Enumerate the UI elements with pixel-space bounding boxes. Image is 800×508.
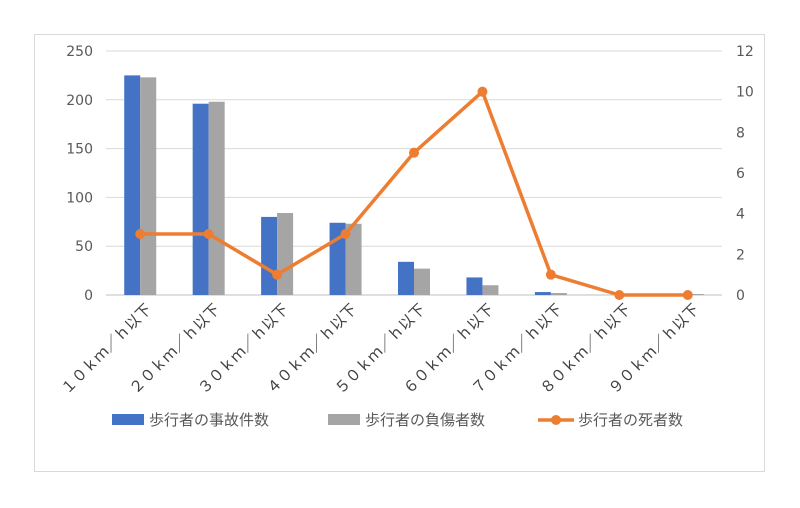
legend-swatch xyxy=(112,414,144,425)
point-deaths xyxy=(340,229,351,239)
y-right-tick-label: 6 xyxy=(736,166,745,182)
bar-accidents xyxy=(261,216,278,295)
point-deaths xyxy=(682,290,693,300)
bar-injured xyxy=(482,285,499,295)
point-deaths xyxy=(545,269,556,280)
legend-label: 歩行者の死者数 xyxy=(578,411,683,429)
bar-injured xyxy=(687,294,704,295)
y-left-tick-label: 150 xyxy=(66,142,93,158)
bar-injured xyxy=(140,77,157,296)
y-left-tick-label: 0 xyxy=(84,288,93,304)
bar-injured xyxy=(550,293,567,295)
legend: 歩行者の事故件数 歩行者の負傷者数 歩行者の死者数 xyxy=(112,411,683,429)
point-deaths xyxy=(272,269,283,280)
y-left-tick-label: 200 xyxy=(66,93,93,109)
legend-label: 歩行者の事故件数 xyxy=(149,411,269,429)
bar-accidents xyxy=(466,277,483,295)
point-deaths xyxy=(203,229,214,239)
y-right-tick-label: 8 xyxy=(736,125,745,141)
bar-injured xyxy=(414,268,430,295)
bar-injured xyxy=(208,101,225,295)
y-left-tick-label: 100 xyxy=(66,190,93,206)
legend-marker xyxy=(551,415,561,425)
point-deaths xyxy=(477,86,488,97)
legend-swatch xyxy=(328,414,360,425)
axis-labels-group: 050100150200250024681012１０ｋｍ／ｈ以下２０ｋｍ／ｈ以下… xyxy=(57,44,753,398)
y-left-tick-label: 250 xyxy=(66,44,93,60)
point-deaths xyxy=(409,147,419,158)
bar-injured xyxy=(277,213,294,295)
bar-injured xyxy=(345,223,362,295)
bar-accidents xyxy=(398,261,414,295)
bar-accidents xyxy=(192,103,209,295)
bar-series-group xyxy=(124,75,704,296)
legend-label: 歩行者の負傷者数 xyxy=(365,411,485,429)
point-deaths xyxy=(614,290,625,300)
bar-accidents xyxy=(124,75,141,296)
line-series-group xyxy=(135,86,693,300)
point-deaths xyxy=(135,229,146,239)
y-left-tick-label: 50 xyxy=(75,239,93,255)
y-right-tick-label: 2 xyxy=(736,247,745,263)
y-right-tick-label: 12 xyxy=(736,44,754,60)
y-right-tick-label: 10 xyxy=(736,85,754,101)
y-right-tick-label: 0 xyxy=(736,288,745,304)
bar-accidents xyxy=(534,292,551,295)
y-right-tick-label: 4 xyxy=(736,207,745,223)
